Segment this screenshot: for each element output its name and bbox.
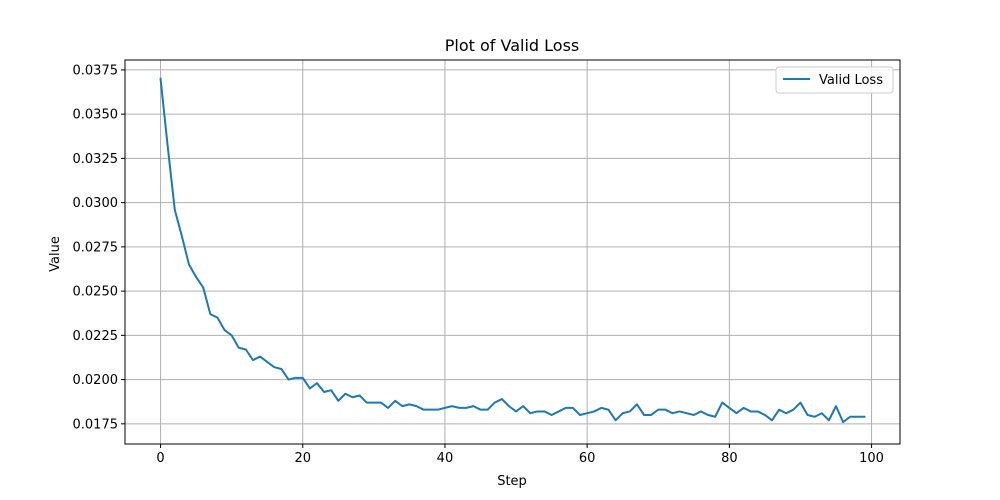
y-tick-label: 0.0375 xyxy=(73,63,119,78)
series-line-valid-loss xyxy=(159,77,866,424)
y-tick-label: 0.0225 xyxy=(73,329,119,344)
x-tick-label: 60 xyxy=(579,451,596,466)
legend: Valid Loss xyxy=(775,66,894,94)
grid xyxy=(125,60,900,444)
series-layer xyxy=(159,77,866,424)
y-tick-label: 0.0200 xyxy=(73,373,119,388)
y-axis-label: Value xyxy=(48,236,63,272)
y-tick-label: 0.0250 xyxy=(73,285,119,300)
x-tick-label: 0 xyxy=(156,451,164,466)
chart-title: Plot of Valid Loss xyxy=(445,36,579,55)
x-tick-label: 20 xyxy=(294,451,311,466)
y-tick-label: 0.0175 xyxy=(73,417,119,432)
y-tick-label: 0.0300 xyxy=(73,196,119,211)
y-tick-label: 0.0275 xyxy=(73,240,119,255)
x-tick-label: 40 xyxy=(437,451,454,466)
x-axis-label: Step xyxy=(497,474,527,489)
y-tick-label: 0.0350 xyxy=(73,108,119,123)
y-tick-label: 0.0325 xyxy=(73,152,119,167)
ticks: 0 20 40 60 80 100 0.0175 0.0200 0.0225 0.0250 0.02… xyxy=(73,63,884,466)
plot-frame xyxy=(124,59,901,445)
legend-box xyxy=(775,66,894,94)
legend-label: Valid Loss xyxy=(819,73,883,88)
x-tick-label: 80 xyxy=(721,451,738,466)
x-tick-label: 100 xyxy=(859,451,884,466)
